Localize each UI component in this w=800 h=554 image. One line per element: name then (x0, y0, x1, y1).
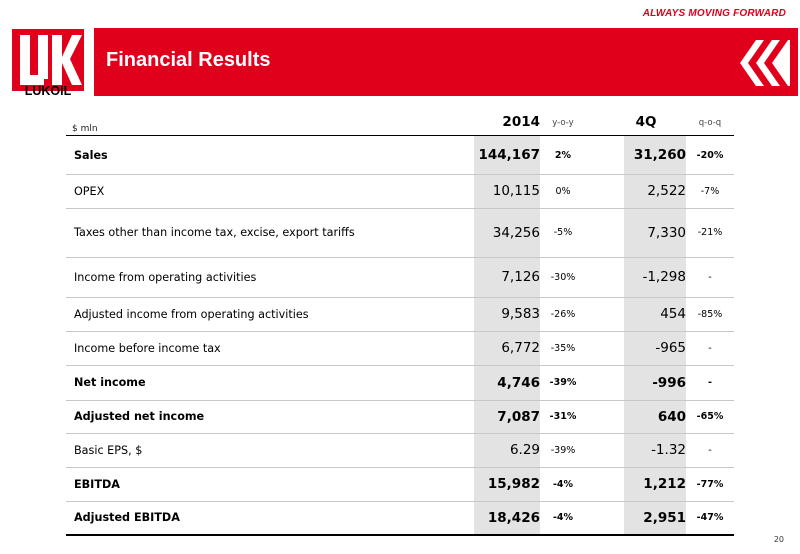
value-2014: 6.29 (509, 442, 540, 458)
value-qoq: -20% (696, 149, 724, 161)
row-label: Adjusted income from operating activitie… (74, 307, 309, 321)
value-qoq: -85% (697, 308, 723, 320)
value-qoq: -21% (697, 227, 723, 238)
value-yoy: -39% (550, 444, 576, 456)
value-qoq: - (708, 271, 712, 283)
value-yoy: -26% (550, 308, 576, 320)
row-divider (66, 208, 734, 209)
value-2014: 7,087 (497, 408, 540, 425)
value-qoq: - (708, 377, 712, 388)
value-4q: 2,951 (643, 509, 686, 526)
table-top-rule (66, 135, 734, 136)
row-divider (66, 297, 734, 298)
row-divider (66, 257, 734, 258)
value-yoy: 0% (555, 185, 571, 197)
row-divider (66, 467, 734, 468)
row-divider (66, 433, 734, 434)
value-yoy: 2% (554, 149, 572, 161)
row-divider (66, 400, 734, 401)
value-2014: 9,583 (501, 306, 540, 322)
value-4q: 2,522 (647, 183, 686, 199)
value-4q: 1,212 (643, 476, 686, 492)
value-yoy: -30% (550, 271, 576, 283)
value-qoq: -77% (696, 478, 724, 490)
column-header-qoq: q-o-q (698, 118, 722, 128)
row-label: Taxes other than income tax, excise, exp… (74, 226, 355, 239)
row-label: OPEX (74, 184, 105, 198)
column-header-2014: 2014 (502, 114, 540, 130)
row-label: Net income (74, 376, 146, 389)
value-4q: -996 (652, 374, 686, 391)
row-label: Adjusted EBITDA (74, 511, 180, 524)
tagline: ALWAYS MOVING FORWARD (642, 8, 786, 19)
row-label: Income before income tax (74, 341, 221, 355)
value-2014: 4,746 (497, 374, 540, 391)
row-divider (66, 331, 734, 332)
value-4q: -965 (655, 340, 686, 356)
row-label: Income from operating activities (74, 270, 257, 284)
row-label: Sales (74, 148, 108, 162)
row-divider (66, 365, 734, 366)
value-2014: 18,426 (487, 509, 540, 526)
value-4q: -1.32 (651, 442, 686, 458)
value-qoq: - (708, 444, 712, 456)
value-2014: 15,982 (487, 476, 540, 492)
column-header-yoy: y-o-y (552, 118, 574, 128)
value-yoy: -5% (553, 227, 573, 238)
value-2014: 34,256 (492, 224, 540, 241)
value-4q: 640 (657, 408, 686, 425)
chevrons-icon (740, 40, 790, 86)
title-banner: Financial Results (94, 28, 798, 96)
value-4q: 454 (660, 306, 686, 322)
value-qoq: -65% (696, 411, 724, 422)
value-qoq: -47% (696, 512, 724, 523)
column-shade-2014 (474, 136, 540, 535)
row-label: Adjusted net income (74, 410, 205, 423)
column-shade-4q (624, 136, 686, 535)
row-divider (66, 501, 734, 502)
value-4q: 7,330 (647, 224, 686, 241)
unit-label: $ mln (72, 124, 98, 134)
value-qoq: - (708, 342, 712, 354)
value-4q: 31,260 (633, 147, 686, 163)
value-2014: 144,167 (478, 147, 541, 163)
lukoil-logo (12, 29, 84, 91)
row-label: Basic EPS, $ (74, 443, 143, 457)
table-bottom-rule (66, 534, 734, 536)
value-yoy: -4% (552, 478, 574, 490)
value-qoq: -7% (700, 185, 720, 197)
page-title: Financial Results (106, 49, 271, 71)
value-yoy: -4% (552, 512, 574, 523)
value-2014: 10,115 (492, 183, 540, 199)
row-divider (66, 174, 734, 175)
value-4q: -1,298 (642, 269, 686, 285)
page-number: 20 (773, 535, 784, 544)
column-header-4q: 4Q (635, 114, 657, 130)
row-label: EBITDA (74, 477, 120, 491)
value-yoy: -39% (549, 377, 577, 388)
value-yoy: -31% (549, 411, 577, 422)
value-yoy: -35% (550, 342, 576, 354)
value-2014: 6,772 (501, 340, 540, 356)
logo-wordmark: LUKOIL (24, 84, 72, 98)
value-2014: 7,126 (501, 269, 540, 285)
